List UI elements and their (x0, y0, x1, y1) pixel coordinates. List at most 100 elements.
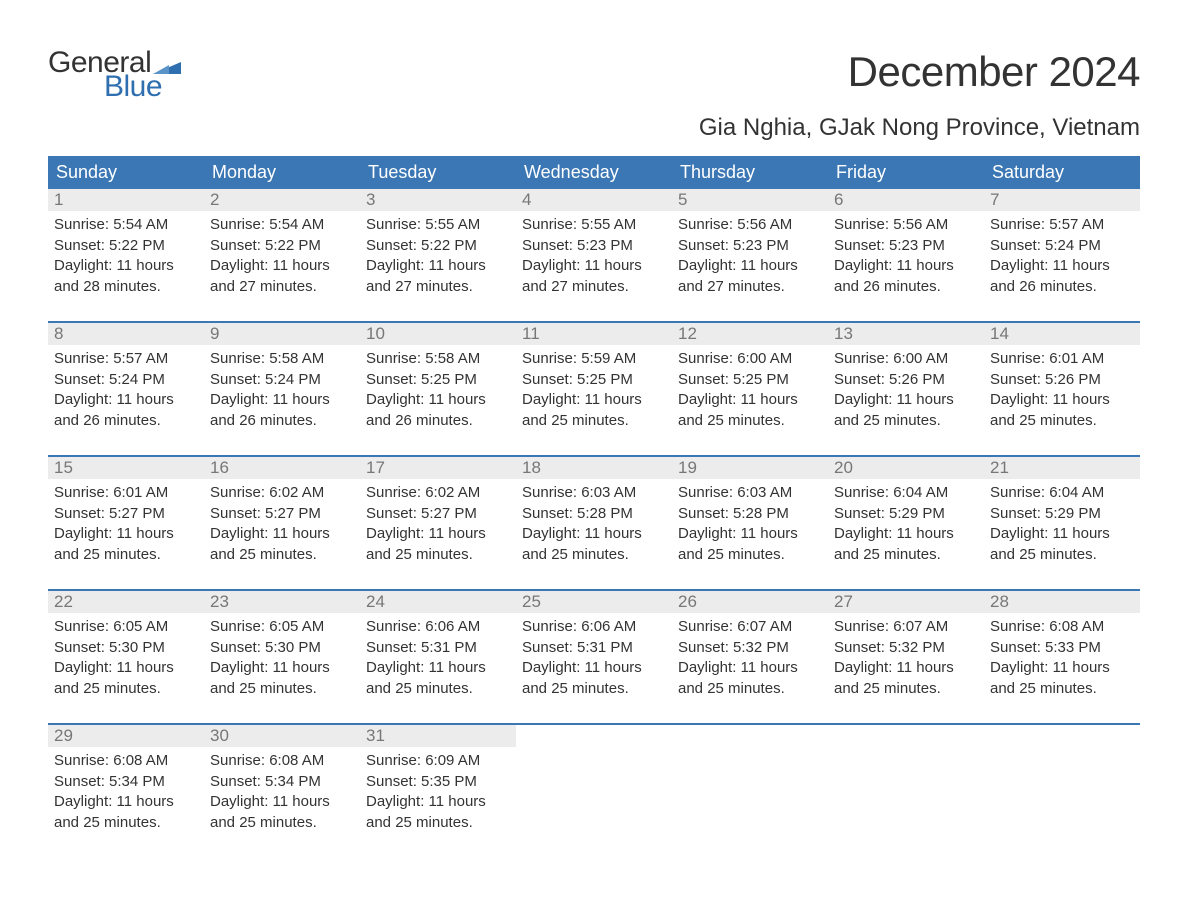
calendar-cell: 4Sunrise: 5:55 AMSunset: 5:23 PMDaylight… (516, 189, 672, 307)
calendar-cell: 14Sunrise: 6:01 AMSunset: 5:26 PMDayligh… (984, 323, 1140, 441)
cell-body: Sunrise: 6:09 AMSunset: 5:35 PMDaylight:… (360, 747, 516, 839)
day-number: 27 (828, 592, 853, 612)
calendar-cell: 9Sunrise: 5:58 AMSunset: 5:24 PMDaylight… (204, 323, 360, 441)
day-number: 3 (360, 190, 375, 210)
sunrise-text: Sunrise: 5:58 AM (366, 349, 510, 369)
daylight-text: and 27 minutes. (522, 277, 666, 297)
daylight-text: Daylight: 11 hours (54, 390, 198, 410)
cell-body: Sunrise: 5:56 AMSunset: 5:23 PMDaylight:… (828, 211, 984, 303)
daylight-text: and 26 minutes. (366, 411, 510, 431)
cell-body: Sunrise: 5:57 AMSunset: 5:24 PMDaylight:… (984, 211, 1140, 303)
daylight-text: and 25 minutes. (834, 411, 978, 431)
daylight-text: and 26 minutes. (210, 411, 354, 431)
sunrise-text: Sunrise: 6:07 AM (678, 617, 822, 637)
daynum-row (672, 725, 828, 747)
cell-body: Sunrise: 5:58 AMSunset: 5:24 PMDaylight:… (204, 345, 360, 437)
day-number: 4 (516, 190, 531, 210)
daylight-text: Daylight: 11 hours (210, 524, 354, 544)
daylight-text: Daylight: 11 hours (210, 256, 354, 276)
day-number: 28 (984, 592, 1009, 612)
daynum-row: 29 (48, 725, 204, 747)
daylight-text: Daylight: 11 hours (678, 256, 822, 276)
sunrise-text: Sunrise: 5:55 AM (522, 215, 666, 235)
sunset-text: Sunset: 5:28 PM (522, 504, 666, 524)
calendar-cell: 30Sunrise: 6:08 AMSunset: 5:34 PMDayligh… (204, 725, 360, 843)
daylight-text: and 25 minutes. (990, 679, 1134, 699)
calendar-cell: 23Sunrise: 6:05 AMSunset: 5:30 PMDayligh… (204, 591, 360, 709)
day-number: 23 (204, 592, 229, 612)
daynum-row: 31 (360, 725, 516, 747)
daynum-row: 23 (204, 591, 360, 613)
sunrise-text: Sunrise: 6:04 AM (834, 483, 978, 503)
cell-body: Sunrise: 6:05 AMSunset: 5:30 PMDaylight:… (48, 613, 204, 705)
day-number: 29 (48, 726, 73, 746)
day-number: 24 (360, 592, 385, 612)
sunrise-text: Sunrise: 6:01 AM (54, 483, 198, 503)
daynum-row: 14 (984, 323, 1140, 345)
daylight-text: and 25 minutes. (522, 679, 666, 699)
daylight-text: Daylight: 11 hours (990, 658, 1134, 678)
daylight-text: and 28 minutes. (54, 277, 198, 297)
cell-body: Sunrise: 5:54 AMSunset: 5:22 PMDaylight:… (204, 211, 360, 303)
day-number: 22 (48, 592, 73, 612)
cell-body: Sunrise: 6:05 AMSunset: 5:30 PMDaylight:… (204, 613, 360, 705)
calendar-cell: 19Sunrise: 6:03 AMSunset: 5:28 PMDayligh… (672, 457, 828, 575)
sunrise-text: Sunrise: 6:00 AM (678, 349, 822, 369)
sunset-text: Sunset: 5:26 PM (990, 370, 1134, 390)
calendar-cell: 6Sunrise: 5:56 AMSunset: 5:23 PMDaylight… (828, 189, 984, 307)
daylight-text: and 25 minutes. (54, 545, 198, 565)
daylight-text: Daylight: 11 hours (54, 658, 198, 678)
sunset-text: Sunset: 5:30 PM (210, 638, 354, 658)
daylight-text: Daylight: 11 hours (210, 658, 354, 678)
daylight-text: and 26 minutes. (990, 277, 1134, 297)
cell-body: Sunrise: 6:08 AMSunset: 5:34 PMDaylight:… (204, 747, 360, 839)
calendar-cell: 16Sunrise: 6:02 AMSunset: 5:27 PMDayligh… (204, 457, 360, 575)
day-number: 2 (204, 190, 219, 210)
daynum-row: 21 (984, 457, 1140, 479)
sunset-text: Sunset: 5:31 PM (366, 638, 510, 658)
daylight-text: Daylight: 11 hours (990, 390, 1134, 410)
sunset-text: Sunset: 5:33 PM (990, 638, 1134, 658)
daylight-text: Daylight: 11 hours (366, 792, 510, 812)
daylight-text: and 25 minutes. (210, 813, 354, 833)
calendar-cell: 25Sunrise: 6:06 AMSunset: 5:31 PMDayligh… (516, 591, 672, 709)
sunrise-text: Sunrise: 5:57 AM (54, 349, 198, 369)
sunset-text: Sunset: 5:22 PM (54, 236, 198, 256)
calendar-cell: 17Sunrise: 6:02 AMSunset: 5:27 PMDayligh… (360, 457, 516, 575)
cell-body: Sunrise: 6:00 AMSunset: 5:26 PMDaylight:… (828, 345, 984, 437)
calendar-cell: 15Sunrise: 6:01 AMSunset: 5:27 PMDayligh… (48, 457, 204, 575)
sunrise-text: Sunrise: 6:08 AM (210, 751, 354, 771)
sunset-text: Sunset: 5:34 PM (54, 772, 198, 792)
calendar-cell: 31Sunrise: 6:09 AMSunset: 5:35 PMDayligh… (360, 725, 516, 843)
week-row: 29Sunrise: 6:08 AMSunset: 5:34 PMDayligh… (48, 723, 1140, 843)
day-number: 16 (204, 458, 229, 478)
daylight-text: and 27 minutes. (366, 277, 510, 297)
day-header-tue: Tuesday (360, 156, 516, 189)
calendar-cell: 7Sunrise: 5:57 AMSunset: 5:24 PMDaylight… (984, 189, 1140, 307)
cell-body: Sunrise: 5:58 AMSunset: 5:25 PMDaylight:… (360, 345, 516, 437)
day-number: 21 (984, 458, 1009, 478)
sunset-text: Sunset: 5:24 PM (210, 370, 354, 390)
week-row: 22Sunrise: 6:05 AMSunset: 5:30 PMDayligh… (48, 589, 1140, 709)
sunset-text: Sunset: 5:25 PM (366, 370, 510, 390)
daylight-text: Daylight: 11 hours (54, 524, 198, 544)
daylight-text: and 25 minutes. (210, 545, 354, 565)
daynum-row: 5 (672, 189, 828, 211)
daynum-row: 10 (360, 323, 516, 345)
daynum-row: 13 (828, 323, 984, 345)
daylight-text: and 25 minutes. (366, 545, 510, 565)
calendar-cell: 2Sunrise: 5:54 AMSunset: 5:22 PMDaylight… (204, 189, 360, 307)
daynum-row: 2 (204, 189, 360, 211)
daylight-text: and 27 minutes. (210, 277, 354, 297)
calendar-cell: 26Sunrise: 6:07 AMSunset: 5:32 PMDayligh… (672, 591, 828, 709)
cell-body (516, 747, 672, 758)
daynum-row: 28 (984, 591, 1140, 613)
daynum-row: 22 (48, 591, 204, 613)
daylight-text: Daylight: 11 hours (522, 658, 666, 678)
sunrise-text: Sunrise: 5:56 AM (678, 215, 822, 235)
week-row: 1Sunrise: 5:54 AMSunset: 5:22 PMDaylight… (48, 189, 1140, 307)
daynum-row (516, 725, 672, 747)
calendar-cell: 24Sunrise: 6:06 AMSunset: 5:31 PMDayligh… (360, 591, 516, 709)
daynum-row: 12 (672, 323, 828, 345)
day-number: 25 (516, 592, 541, 612)
